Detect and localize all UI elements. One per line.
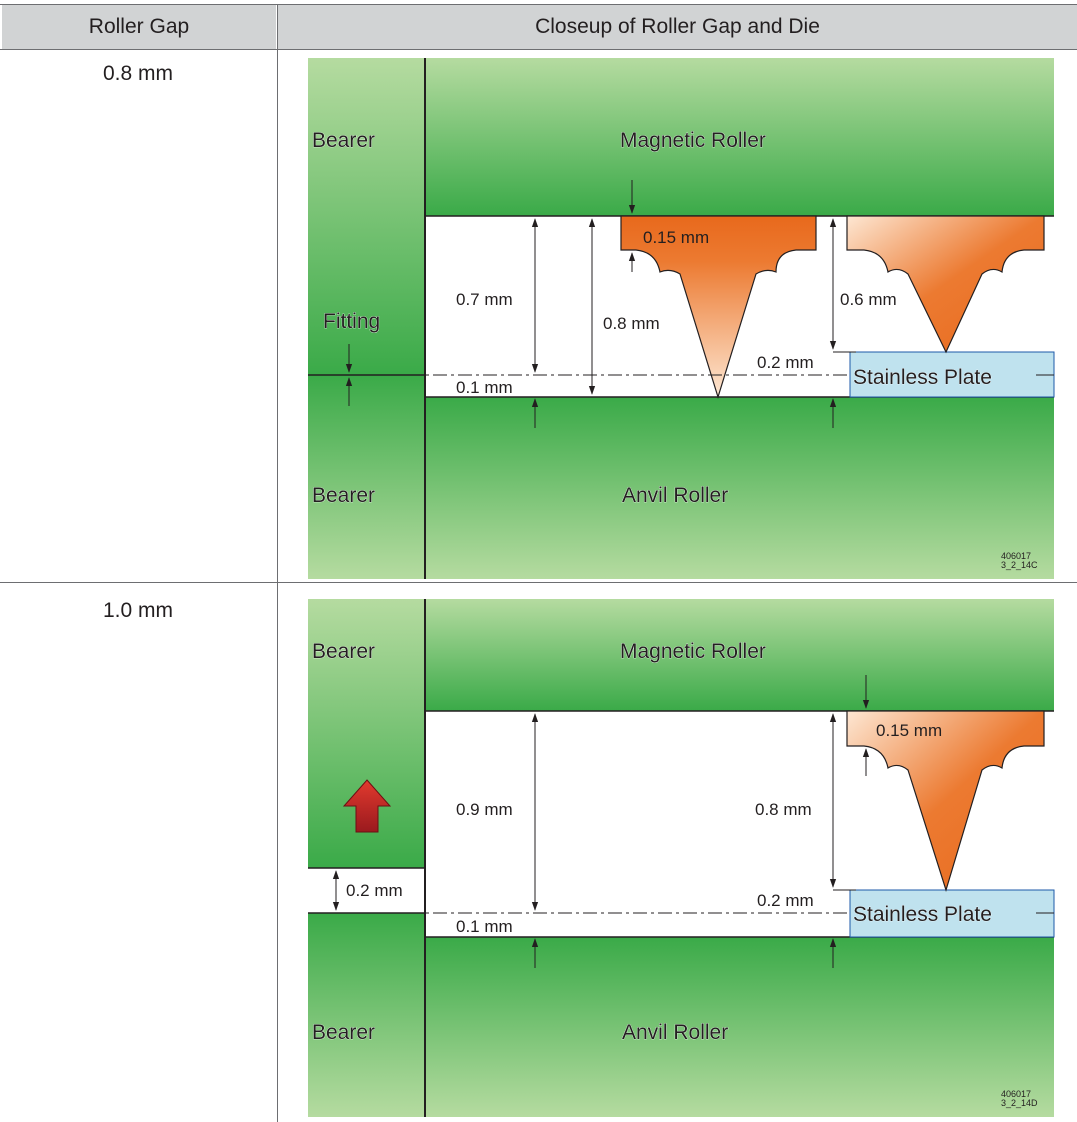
stainless-plate <box>849 351 1055 398</box>
dim-label: 0.2 mm <box>346 881 403 900</box>
bearer-bottom-label: Bearer <box>312 484 375 507</box>
magnetic-roller <box>425 599 1054 711</box>
dim-blade-label: 0.15 mm <box>876 721 942 740</box>
bearer-bottom <box>308 375 425 579</box>
dim-label: 0.9 mm <box>456 800 513 819</box>
magnetic-roller-label: Magnetic Roller <box>620 129 766 152</box>
dim-label: 0.2 mm <box>757 353 814 372</box>
bearer-top-label: Bearer <box>312 640 375 663</box>
die-blade <box>846 215 1045 354</box>
dim-label: 0.2 mm <box>757 891 814 910</box>
figure-code: 406017 <box>1001 1089 1031 1099</box>
diagram-1: Bearer Fitting Bearer Magnetic Roller An… <box>308 58 1055 579</box>
anvil-roller <box>425 937 1054 1117</box>
header-cell-closeup: Closeup of Roller Gap and Die <box>278 4 1077 49</box>
magnetic-roller <box>425 58 1054 216</box>
anvil-roller-label: Anvil Roller <box>622 484 728 507</box>
figure-code: 3_2_14C <box>1001 560 1038 570</box>
die-blade <box>846 710 1045 893</box>
dim-label: 0.8 mm <box>603 314 660 333</box>
header-roller-gap: Roller Gap <box>88 15 190 38</box>
stainless-plate <box>849 889 1055 938</box>
table-border-row <box>0 582 1077 583</box>
roller-gap-value: 1.0 mm <box>102 599 173 622</box>
dim-label: 0.1 mm <box>456 917 513 936</box>
roller-gap-value: 0.8 mm <box>102 62 173 85</box>
figure-code: 406017 <box>1001 551 1031 561</box>
header-closeup: Closeup of Roller Gap and Die <box>535 15 820 38</box>
header-cell-roller-gap: Roller Gap <box>2 4 276 49</box>
dim-blade-label: 0.15 mm <box>643 228 709 247</box>
diagram-2: Bearer Bearer Magnetic Roller Anvil Roll… <box>308 599 1055 1117</box>
table-border-top <box>0 4 1077 5</box>
figure-code: 3_2_14D <box>1001 1098 1038 1108</box>
anvil-roller-label: Anvil Roller <box>622 1021 728 1044</box>
stainless-plate-label: Stainless Plate <box>853 366 992 389</box>
bearer-top-label: Bearer <box>312 129 375 152</box>
dim-label: 0.6 mm <box>840 290 897 309</box>
bearer-bottom <box>308 913 425 1117</box>
fitting-label: Fitting <box>323 310 380 333</box>
dim-label: 0.7 mm <box>456 290 513 309</box>
dim-label: 0.1 mm <box>456 378 513 397</box>
up-arrow-icon <box>342 779 392 833</box>
table-border-header <box>0 49 1077 50</box>
table-border-col <box>277 4 278 1122</box>
dim-label: 0.8 mm <box>755 800 812 819</box>
anvil-roller <box>425 397 1054 579</box>
bearer-top <box>308 58 425 375</box>
magnetic-roller-label: Magnetic Roller <box>620 640 766 663</box>
die-blade <box>620 215 817 400</box>
bearer-bottom-label: Bearer <box>312 1021 375 1044</box>
stainless-plate-label: Stainless Plate <box>853 903 992 926</box>
